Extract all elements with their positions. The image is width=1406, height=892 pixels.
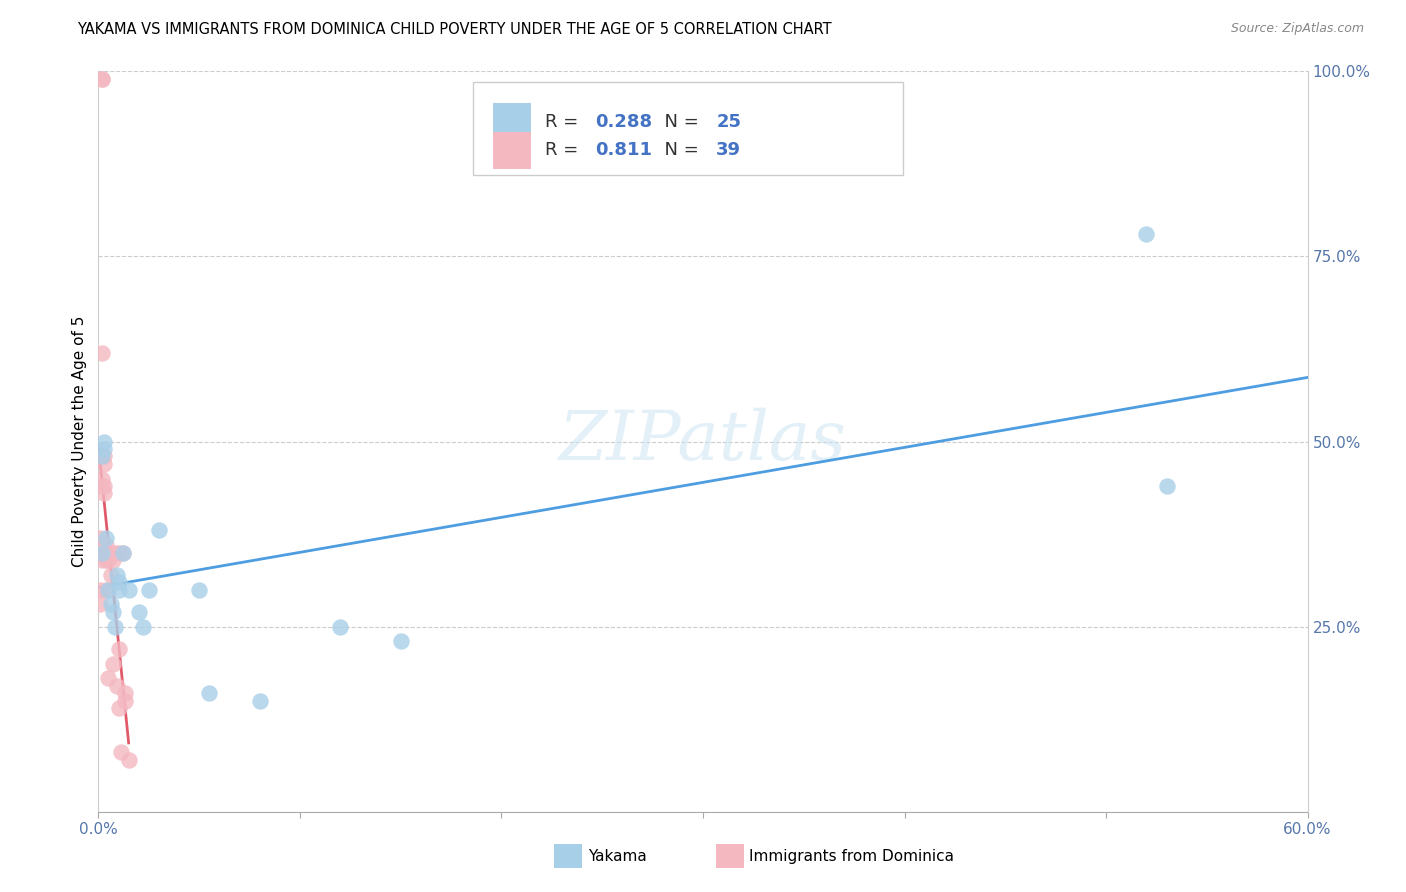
Text: 0.288: 0.288 [595,113,652,131]
Point [91,71,114,86]
FancyBboxPatch shape [492,131,531,169]
Point [114,686,136,700]
Point [389,634,412,648]
Point [128,605,150,619]
Text: R =: R = [544,113,583,131]
Point [93,486,115,500]
Point [114,694,136,708]
Point [107,701,129,715]
Point [107,582,129,597]
Point [111,546,134,560]
Text: Source: ZipAtlas.com: Source: ZipAtlas.com [1230,22,1364,36]
Point [249,694,271,708]
Point [91,479,114,493]
Point [91,71,114,86]
FancyBboxPatch shape [492,103,531,140]
Point [101,605,124,619]
Point [89,582,111,597]
Point [91,538,114,552]
Point [188,582,211,597]
Point [107,641,129,656]
Text: 25: 25 [716,113,741,131]
Point [89,546,111,560]
Point [96,546,118,560]
Point [1156,479,1178,493]
FancyBboxPatch shape [474,82,903,175]
Point [91,345,114,359]
Point [105,679,128,693]
Text: ZIPatlas: ZIPatlas [560,409,846,475]
Point [93,434,115,449]
Point [107,546,129,560]
Point [138,582,160,597]
Point [93,479,115,493]
Point [93,442,115,456]
Point [100,546,122,560]
Text: Immigrants from Dominica: Immigrants from Dominica [749,849,955,863]
Point [91,471,114,485]
Point [103,546,125,560]
Point [1135,227,1157,242]
Point [97,553,120,567]
Text: YAKAMA VS IMMIGRANTS FROM DOMINICA CHILD POVERTY UNDER THE AGE OF 5 CORRELATION : YAKAMA VS IMMIGRANTS FROM DOMINICA CHILD… [77,22,832,37]
Point [198,686,221,700]
Point [89,598,111,612]
Point [100,598,122,612]
Point [91,546,114,560]
Point [111,546,134,560]
Y-axis label: Child Poverty Under the Age of 5: Child Poverty Under the Age of 5 [72,316,87,567]
Point [110,746,132,760]
Point [132,619,155,633]
Point [96,553,118,567]
Point [101,657,124,671]
Point [91,546,114,560]
Point [118,582,141,597]
Point [101,553,124,567]
Point [91,450,114,464]
Text: R =: R = [544,141,583,159]
Text: N =: N = [654,141,704,159]
Point [97,582,120,597]
Point [93,546,115,560]
Point [93,450,115,464]
Text: 0.811: 0.811 [595,141,652,159]
Text: N =: N = [654,113,704,131]
Point [118,753,141,767]
Point [96,538,118,552]
Point [97,672,120,686]
Point [100,567,122,582]
Point [103,619,125,633]
Point [91,553,114,567]
Text: Yakama: Yakama [588,849,647,863]
Point [148,524,170,538]
Text: 39: 39 [716,141,741,159]
Point [107,575,129,590]
Point [105,567,128,582]
Point [89,531,111,545]
Point [93,457,115,471]
Point [329,619,352,633]
Point [97,546,120,560]
Point [96,531,118,545]
Point [96,582,118,597]
Point [89,538,111,552]
